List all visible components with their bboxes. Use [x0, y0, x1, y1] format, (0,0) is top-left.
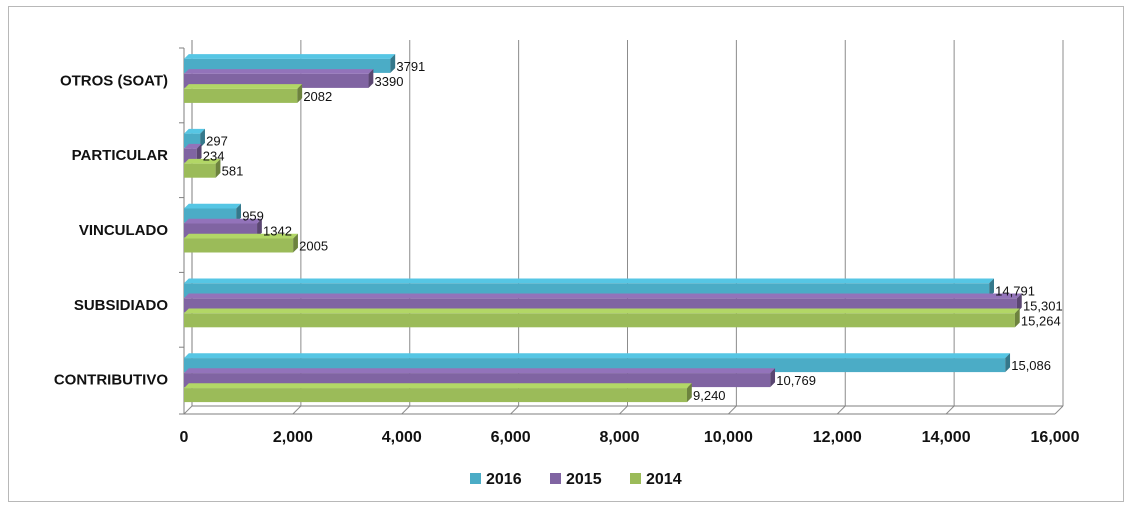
floor-gridline [292, 405, 302, 415]
bar [184, 308, 1020, 328]
data-label: 3390 [375, 74, 404, 89]
tick-labels: 0 2,000 4,000 6,000 8,000 10,000 12,000 14,000 1… [180, 429, 1080, 446]
data-label: 15,086 [1011, 358, 1051, 373]
floor-gridline [510, 405, 519, 415]
x-tick-label: 8,000 [599, 429, 639, 446]
data-label: 3791 [396, 59, 425, 74]
x-tick-label: 2,000 [273, 429, 313, 446]
floor-gridline [1054, 405, 1064, 415]
floor-gridline [183, 405, 193, 415]
legend: 2016 2015 2014 [470, 471, 682, 488]
data-label: 2082 [303, 89, 332, 104]
x-tick-label: 16,000 [1031, 429, 1080, 446]
data-label: 581 [222, 164, 244, 179]
legend-swatch [550, 473, 561, 484]
bar [184, 84, 303, 103]
category-labels: OTROS (SOAT) PARTICULAR VINCULADO SUBSIDIAD… [54, 72, 168, 388]
category-label: PARTICULAR [72, 147, 169, 164]
category-label: OTROS (SOAT) [60, 72, 168, 89]
data-label: 297 [206, 134, 228, 149]
value-labels: 3791339020822972345819591342200514,79115… [203, 59, 1063, 403]
x-tick-label: 4,000 [382, 429, 422, 446]
x-tick-label: 12,000 [813, 429, 862, 446]
legend-item: 2014 [630, 471, 682, 488]
data-label: 15,264 [1021, 313, 1061, 328]
bars [184, 54, 1022, 403]
data-label: 9,240 [693, 388, 726, 403]
data-label: 1342 [263, 224, 292, 239]
legend-label: 2016 [486, 471, 522, 488]
floor-gridline [728, 405, 737, 415]
bar [184, 158, 221, 178]
category-label: SUBSIDIADO [74, 297, 169, 314]
x-tick-label: 10,000 [704, 429, 753, 446]
floor-gridline [836, 405, 846, 415]
category-label: CONTRIBUTIVO [54, 372, 168, 389]
legend-item: 2015 [550, 471, 602, 488]
floor-gridline [945, 405, 955, 415]
legend-swatch [630, 473, 641, 484]
data-label: 10,769 [776, 373, 816, 388]
data-label: 959 [242, 209, 264, 224]
x-tick-label: 14,000 [922, 429, 971, 446]
bar [184, 233, 298, 253]
x-tick-label: 0 [180, 429, 189, 446]
legend-label: 2014 [646, 471, 682, 488]
data-label: 2005 [299, 239, 328, 254]
x-tick-label: 6,000 [491, 429, 531, 446]
legend-item: 2016 [470, 471, 522, 488]
legend-swatch [470, 473, 481, 484]
floor-gridline [401, 405, 411, 415]
floor-gridline [619, 405, 628, 415]
data-label: 15,301 [1023, 298, 1063, 313]
data-label: 14,791 [995, 283, 1035, 298]
bar [184, 383, 692, 403]
data-label: 234 [203, 149, 225, 164]
category-label: VINCULADO [79, 222, 168, 239]
legend-label: 2015 [566, 471, 602, 488]
